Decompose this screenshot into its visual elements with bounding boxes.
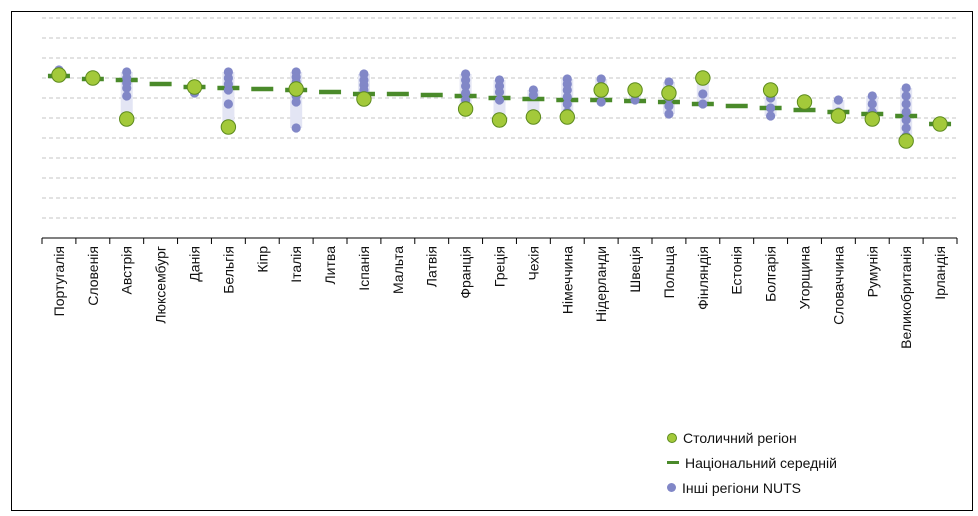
legend-item-national: Національний середній <box>667 450 837 475</box>
legend-item-other: Інші регіони NUTS <box>667 475 837 500</box>
x-tick-label: Литва <box>322 246 338 285</box>
other-region-marker-icon <box>667 483 676 492</box>
other-region-point <box>461 88 471 98</box>
capital-marker-icon <box>667 432 677 443</box>
x-tick-label: Греція <box>492 246 508 287</box>
capital-region-point <box>559 109 575 125</box>
capital-region-point <box>627 82 643 98</box>
capital-region-point <box>220 119 237 135</box>
other-region-point <box>766 103 776 113</box>
x-tick-labels: Португалія Словенія Австрія Люксембург Данія… <box>51 246 948 349</box>
x-tick-label: Латвія <box>424 246 440 287</box>
legend-label-national: Національний середній <box>685 454 837 471</box>
capital-region-point <box>491 112 508 128</box>
legend: Столичний регіон Національний середній І… <box>667 425 837 500</box>
capital-region-point <box>864 111 880 127</box>
capital-region-point <box>932 116 948 132</box>
other-region-point <box>562 85 572 95</box>
legend-item-capital: Столичний регіон <box>667 425 837 450</box>
other-region-point <box>122 91 132 101</box>
x-tick-label: Польща <box>661 246 677 299</box>
capital-region-point <box>457 101 474 117</box>
capital-region-point <box>695 70 711 86</box>
other-region-point <box>596 74 606 84</box>
capital-region-point <box>525 109 542 125</box>
x-tick-label: Мальта <box>390 246 406 294</box>
chart-plot: Португалія Словенія Австрія Люксембург Данія… <box>41 17 958 349</box>
x-tick-label: Швеція <box>627 246 643 293</box>
x-tick-label: Словенія <box>85 246 101 306</box>
capital-region-points <box>51 67 948 149</box>
capital-region-point <box>762 82 779 98</box>
other-region-point <box>901 99 911 109</box>
other-region-point <box>901 123 911 133</box>
other-region-point <box>867 99 877 109</box>
x-tick-label: Франція <box>458 246 474 299</box>
other-region-point <box>596 97 606 107</box>
x-tick-label: Данія <box>187 246 203 282</box>
legend-label-capital: Столичний регіон <box>683 429 797 446</box>
x-tick-label: Австрія <box>119 246 135 295</box>
other-region-point <box>122 83 132 93</box>
other-region-point <box>291 97 301 107</box>
other-region-point <box>766 111 776 121</box>
x-tick-label: Бельгія <box>220 246 236 294</box>
other-region-point <box>494 87 505 97</box>
capital-region-point <box>661 85 677 101</box>
other-region-point <box>664 101 674 111</box>
other-region-point <box>223 85 233 95</box>
x-tick-label: Люксембург <box>153 246 169 324</box>
x-tick-label: Португалія <box>51 246 67 316</box>
range-bars <box>52 70 913 141</box>
x-axis <box>41 237 958 244</box>
x-tick-label: Словаччина <box>830 246 846 325</box>
capital-region-point <box>186 79 203 95</box>
x-tick-label: Італія <box>288 246 304 283</box>
x-tick-label: Чехія <box>525 246 541 281</box>
capital-region-point <box>85 70 101 86</box>
x-tick-label: Естонія <box>729 246 745 295</box>
other-region-point <box>494 95 505 105</box>
x-tick-label: Кіпр <box>254 246 270 273</box>
other-region-point <box>698 89 708 99</box>
capital-region-point <box>288 81 304 97</box>
capital-region-point <box>593 82 609 98</box>
other-region-point <box>698 99 708 109</box>
other-region-point <box>867 91 877 101</box>
capital-region-point <box>356 91 372 107</box>
x-tick-label: Нідерланди <box>593 246 609 322</box>
other-region-point <box>562 92 572 102</box>
other-region-point <box>664 77 674 87</box>
x-tick-label: Фінляндія <box>695 246 711 310</box>
other-region-point <box>901 83 911 93</box>
x-tick-label: Болгарія <box>763 246 779 302</box>
chart-frame: Португалія Словенія Австрія Люксембург Данія… <box>11 11 973 511</box>
other-region-point <box>461 81 471 91</box>
x-tick-label: Іспанія <box>356 246 372 291</box>
capital-region-point <box>51 67 67 83</box>
x-tick-label: Великобританія <box>898 246 914 349</box>
other-region-point <box>833 95 843 105</box>
capital-region-point <box>898 133 914 149</box>
capital-region-point <box>796 94 813 110</box>
national-average-marker-icon <box>667 461 679 464</box>
capital-region-point <box>830 108 847 124</box>
other-region-point <box>630 95 640 105</box>
other-region-point <box>901 107 911 117</box>
x-tick-label: Ірландія <box>932 246 948 300</box>
x-tick-label: Угорщина <box>797 246 813 310</box>
other-region-point <box>901 91 911 101</box>
other-region-point <box>528 90 538 100</box>
other-region-point <box>901 115 911 125</box>
x-tick-label: Німеччина <box>559 246 575 314</box>
other-region-point <box>223 99 233 109</box>
other-region-point <box>664 109 674 119</box>
legend-label-other: Інші регіони NUTS <box>682 479 801 496</box>
other-region-point <box>562 99 572 109</box>
x-tick-label: Румунія <box>864 246 880 297</box>
capital-region-point <box>119 111 135 127</box>
other-region-points <box>54 65 911 141</box>
other-region-point <box>291 123 301 133</box>
